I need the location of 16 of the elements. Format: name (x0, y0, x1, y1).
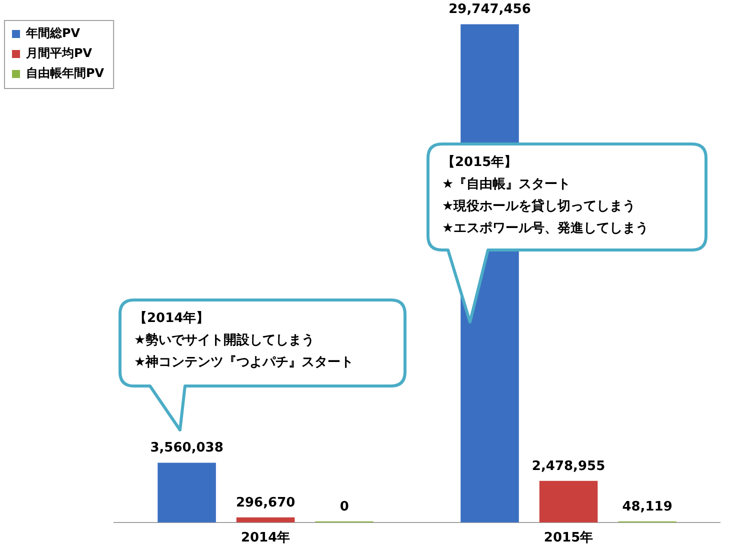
data-label: 3,560,038 (150, 440, 224, 456)
bar (158, 462, 216, 522)
annotation: 【2015年】 ★『自由帳』スタート ★現役ホールを貸し切ってしまう ★エスポワール号、発進してしまう (442, 154, 649, 238)
x-tick-label: 2014年 (240, 530, 290, 546)
legend-label: 自由帳年間PV (26, 66, 105, 80)
bar (539, 480, 598, 522)
data-label: 29,747,456 (448, 2, 531, 18)
data-label: 48,119 (622, 499, 672, 514)
annotation: 【2014年】 ★勢いでサイト開設してしまう ★神コンテンツ『つよパチ』スタート (134, 310, 354, 372)
data-label: 2,478,955 (532, 458, 606, 474)
legend-label: 月間平均PV (25, 46, 93, 60)
legend-label: 年間総PV (25, 26, 81, 40)
x-tick-label: 2015年 (544, 530, 594, 546)
bar (236, 517, 295, 522)
data-label: 0 (340, 499, 349, 514)
data-label: 296,670 (236, 495, 296, 510)
